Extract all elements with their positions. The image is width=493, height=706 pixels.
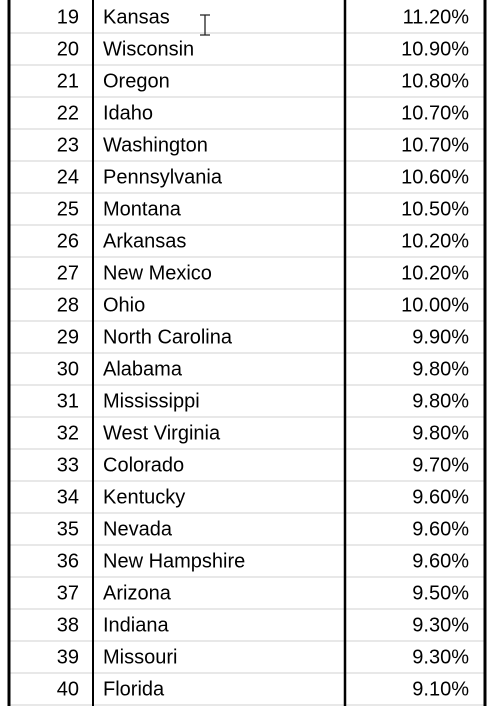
rate-cell: 9.60% bbox=[412, 550, 469, 572]
state-cell: Kentucky bbox=[103, 486, 185, 508]
rank-cell: 32 bbox=[57, 422, 79, 444]
rate-cell: 9.70% bbox=[412, 454, 469, 476]
rank-cell: 38 bbox=[57, 614, 79, 636]
rank-cell: 30 bbox=[57, 358, 79, 380]
rate-cell: 9.30% bbox=[412, 614, 469, 636]
rate-cell: 10.80% bbox=[401, 70, 469, 92]
rows: 19 Kansas 11.20% 20 Wisconsin 10.90% 21 Oregon 1… bbox=[9, 6, 485, 706]
rank-cell: 28 bbox=[57, 294, 79, 316]
state-cell: Florida bbox=[103, 678, 165, 700]
rate-cell: 10.00% bbox=[401, 294, 469, 316]
rank-cell: 31 bbox=[57, 390, 79, 412]
state-cell: Ohio bbox=[103, 294, 145, 316]
rate-cell: 10.20% bbox=[401, 230, 469, 252]
rank-cell: 26 bbox=[57, 230, 79, 252]
state-cell: New Mexico bbox=[103, 262, 212, 284]
rate-cell: 9.50% bbox=[412, 582, 469, 604]
rank-cell: 36 bbox=[57, 550, 79, 572]
state-cell: Arkansas bbox=[103, 230, 186, 252]
rank-cell: 29 bbox=[57, 326, 79, 348]
rank-cell: 25 bbox=[57, 198, 79, 220]
state-cell: Montana bbox=[103, 198, 182, 220]
state-cell: Nevada bbox=[103, 518, 173, 540]
rank-cell: 20 bbox=[57, 38, 79, 60]
rank-cell: 22 bbox=[57, 102, 79, 124]
rate-cell: 9.90% bbox=[412, 326, 469, 348]
rank-cell: 19 bbox=[57, 6, 79, 28]
rank-cell: 40 bbox=[57, 678, 79, 700]
text-cursor bbox=[200, 14, 210, 36]
state-cell: Alabama bbox=[103, 358, 183, 380]
rate-cell: 9.80% bbox=[412, 390, 469, 412]
state-cell: North Carolina bbox=[103, 326, 233, 348]
state-cell: Arizona bbox=[103, 582, 172, 604]
rank-cell: 34 bbox=[57, 486, 79, 508]
state-cell: Oregon bbox=[103, 70, 170, 92]
rate-cell: 9.60% bbox=[412, 486, 469, 508]
rate-cell: 10.50% bbox=[401, 198, 469, 220]
rate-cell: 10.70% bbox=[401, 102, 469, 124]
rate-cell: 11.20% bbox=[403, 6, 470, 28]
rate-cell: 9.30% bbox=[412, 646, 469, 668]
rank-cell: 33 bbox=[57, 454, 79, 476]
state-cell: Wisconsin bbox=[103, 38, 194, 60]
rate-cell: 10.90% bbox=[401, 38, 469, 60]
rank-cell: 37 bbox=[57, 582, 79, 604]
rate-cell: 10.70% bbox=[401, 134, 469, 156]
rank-cell: 39 bbox=[57, 646, 79, 668]
state-cell: Missouri bbox=[103, 646, 177, 668]
rank-cell: 35 bbox=[57, 518, 79, 540]
rank-cell: 27 bbox=[57, 262, 79, 284]
state-cell: Washington bbox=[103, 134, 208, 156]
state-cell: West Virginia bbox=[103, 422, 221, 444]
rate-cell: 9.60% bbox=[412, 518, 469, 540]
state-cell: Mississippi bbox=[103, 390, 200, 412]
rank-cell: 21 bbox=[57, 70, 79, 92]
state-cell: Indiana bbox=[103, 614, 169, 636]
rank-cell: 23 bbox=[57, 134, 79, 156]
state-cell: Colorado bbox=[103, 454, 184, 476]
rate-cell: 10.20% bbox=[401, 262, 469, 284]
rate-cell: 9.80% bbox=[412, 422, 469, 444]
rank-cell: 24 bbox=[57, 166, 79, 188]
rate-cell: 10.60% bbox=[401, 166, 469, 188]
state-cell: Kansas bbox=[103, 6, 170, 28]
rate-cell: 9.10% bbox=[412, 678, 469, 700]
rate-cell: 9.80% bbox=[412, 358, 469, 380]
state-cell: Idaho bbox=[103, 102, 153, 124]
state-cell: New Hampshire bbox=[103, 550, 245, 572]
state-cell: Pennsylvania bbox=[103, 166, 223, 188]
